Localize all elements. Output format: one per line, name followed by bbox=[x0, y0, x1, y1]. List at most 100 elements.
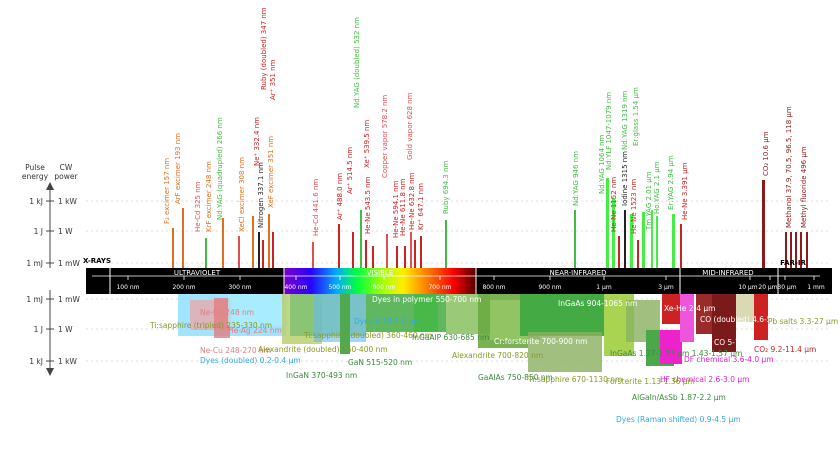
solid-laser-label: GaN 515-520 nm bbox=[348, 358, 412, 367]
svg-text:InGaAlP 630-685 nm: InGaAlP 630-685 nm bbox=[412, 333, 489, 342]
gas-laser-label: Ne⁺ 332.4 nm bbox=[253, 117, 261, 166]
gas-laser-label: Gold vapor 628 nm bbox=[406, 92, 414, 160]
region-near-infrared: NEAR-INFRARED bbox=[550, 269, 607, 277]
solid-laser-label: CO₂ 9.2-11.4 μm bbox=[754, 345, 816, 354]
gas-laser-label: He-Ne 632.8 nm bbox=[408, 172, 416, 230]
gas-laser-label: Nd:YAG 946 nm bbox=[572, 151, 580, 206]
wavelength-tick-label: 400 nm bbox=[284, 284, 307, 291]
svg-text:He-Ag 224 nm: He-Ag 224 nm bbox=[228, 326, 282, 335]
svg-text:Alexandrite 700-820 nm: Alexandrite 700-820 nm bbox=[452, 351, 543, 360]
solid-pulse-level: 1 J bbox=[34, 325, 43, 334]
gas-laser-label: XeF excimer 351 nm bbox=[267, 136, 275, 208]
solid-laser-label: Alexandrite 700-820 nm bbox=[452, 351, 543, 360]
solid-cw-level: 1 W bbox=[58, 325, 73, 334]
solid-laser-label: InGaAs 1.27-1.33 μm 1.43-1.57 μm bbox=[610, 349, 742, 358]
up-arrow-icon bbox=[46, 182, 54, 190]
gas-laser-label: Ar⁺ 514.5 nm bbox=[346, 147, 354, 194]
svg-text:Ne-Cu 248-270 nm: Ne-Cu 248-270 nm bbox=[200, 346, 271, 355]
svg-text:Ti:sapphire (doubled) 360-460: Ti:sapphire (doubled) 360-460 nm bbox=[303, 331, 432, 340]
wavelength-tick-label: 3 μm bbox=[658, 284, 674, 291]
gas-laser-label: Ar⁺ 351 nm bbox=[269, 59, 277, 100]
gas-laser-label: Nd:YAG (quadrupled) 266 nm bbox=[216, 117, 224, 220]
pulse-energy-header-line2: energy bbox=[22, 172, 49, 181]
solid-laser-label: InGaAlP 630-685 nm bbox=[412, 333, 489, 342]
solid-laser-label: Dyes in polymer 550-700 nm bbox=[372, 295, 481, 304]
gas-laser-label: Nd:YAG 1064 nm bbox=[598, 134, 606, 194]
wavelength-tick-label: 500 nm bbox=[328, 284, 351, 291]
gas-laser-label: XeCl excimer 308 nm bbox=[238, 157, 246, 232]
region-visible: VISIBLE bbox=[367, 269, 394, 277]
solid-pulse-level: 1 mJ bbox=[26, 295, 43, 304]
gas-laser-labels: F₂ excimer 157 nm ArF excimer 193 nm KrF… bbox=[163, 7, 808, 238]
gas-pulse-level: 1 mJ bbox=[26, 259, 43, 268]
gas-cw-level: 1 kW bbox=[58, 197, 77, 206]
solid-laser-label: Xe-He 2-4 μm bbox=[664, 304, 715, 313]
svg-text:Dyes in polymer 550-700 nm: Dyes in polymer 550-700 nm bbox=[372, 295, 481, 304]
solid-laser-label: Ti:sapphire 670-1130 nm bbox=[527, 375, 622, 384]
solid-laser-label: Ti:sapphire (doubled) 360-460 nm bbox=[303, 331, 432, 340]
svg-text:Ti:sapphire 670-1130 nm: Ti:sapphire 670-1130 nm bbox=[527, 375, 622, 384]
solid-laser-label: AlGaIn/AsSb 1.87-2.2 μm bbox=[632, 393, 726, 402]
solid-laser-label: Alexandrite (doubled) 360-400 nm bbox=[258, 345, 388, 354]
gas-laser-label: KrF excimer 248 nm bbox=[205, 161, 213, 232]
wavelength-tick-label: 20 μm bbox=[758, 284, 777, 291]
solid-laser-label: Forsterite 1.13-1.36 μm bbox=[606, 377, 695, 386]
svg-text:Cr:forsterite 700-900 nm: Cr:forsterite 700-900 nm bbox=[494, 337, 587, 346]
solid-cw-level: 1 mW bbox=[58, 295, 80, 304]
cw-power-header-line1: CW bbox=[60, 163, 73, 172]
wavelength-tick-label: 100 nm bbox=[116, 284, 139, 291]
wavelength-tick-label: 900 nm bbox=[538, 284, 561, 291]
gas-pulse-level: 1 kJ bbox=[29, 197, 43, 206]
wavelength-tick-label: 1 μm bbox=[596, 284, 612, 291]
solid-laser-label: DF chemical 3.6-4.0 μm bbox=[684, 355, 774, 364]
gas-laser-label: Methyl fluoride 496 μm bbox=[800, 146, 808, 228]
wavelength-tick-label: 200 nm bbox=[172, 284, 195, 291]
gas-laser-label: Iodine 1315 nm bbox=[621, 151, 629, 206]
gas-laser-label: He-Ne 594.1 nm bbox=[392, 180, 400, 238]
gas-laser-label: Er:glass 1.54 μm bbox=[632, 87, 640, 146]
region-far-ir: FAR-IR bbox=[780, 259, 806, 267]
gas-laser-label: Kr⁺ 647.1 nm bbox=[417, 183, 425, 230]
gas-cw-level: 1 W bbox=[58, 227, 73, 236]
spectrum-bar: X-RAYS ULTRAVIOLET VISIBLE NEAR-INFRARED… bbox=[83, 257, 832, 294]
wavelength-tick-label: 1 mm bbox=[807, 284, 825, 291]
svg-text:Xe-He 2-4 μm: Xe-He 2-4 μm bbox=[664, 304, 715, 313]
gas-laser-label: He-Cd 441.6 nm bbox=[312, 179, 320, 236]
solid-laser-label: InGaN 370-493 nm bbox=[286, 371, 357, 380]
solid-pulse-level: 1 kJ bbox=[29, 357, 43, 366]
svg-text:GaAlAs 750-850 nm: GaAlAs 750-850 nm bbox=[478, 373, 553, 382]
power-energy-axis: Pulse energy CW power 1 kJ 1 kW 1 J 1 W … bbox=[22, 163, 80, 376]
solid-laser-labels: Ti:sapphire (tripled) 235-330 nm Ne-Cu 2… bbox=[149, 295, 838, 424]
svg-text:InGaAs 1.27-1.33 μm 1.43-1.57: InGaAs 1.27-1.33 μm 1.43-1.57 μm bbox=[610, 349, 742, 358]
svg-text:GaN 515-520 nm: GaN 515-520 nm bbox=[348, 358, 412, 367]
gas-laser-label: Tm:YAG 2.01 μm bbox=[645, 171, 653, 231]
wavelength-tick-label: 600 nm bbox=[372, 284, 395, 291]
svg-text:Ne-Cu 248 nm: Ne-Cu 248 nm bbox=[200, 308, 254, 317]
gas-laser-label: Ruby (doubled) 347 nm bbox=[260, 7, 268, 90]
wavelength-tick-label: 800 nm bbox=[482, 284, 505, 291]
svg-text:Dyes (Raman shifted) 0.9-4.5 μ: Dyes (Raman shifted) 0.9-4.5 μm bbox=[616, 415, 741, 424]
gas-laser-label: He-Ne 1523 nm bbox=[630, 179, 638, 234]
gas-laser-label: Nd:YLF 1047-1079 nm bbox=[605, 92, 613, 170]
svg-text:Pb salts 3.3-27 μm: Pb salts 3.3-27 μm bbox=[768, 317, 838, 326]
gas-cw-level: 1 mW bbox=[58, 259, 80, 268]
gas-laser-label: Nd:YAG (doubled) 532 nm bbox=[353, 17, 361, 108]
svg-text:Ti:sapphire (tripled) 235-330: Ti:sapphire (tripled) 235-330 nm bbox=[149, 321, 272, 330]
gas-laser-label: He-Ne 543.5 nm bbox=[364, 176, 372, 234]
solid-laser-label: Ne-Cu 248-270 nm bbox=[200, 346, 271, 355]
gas-laser-label: Nitrogen 337.1 nm bbox=[257, 162, 265, 228]
svg-text:CO (doubled) 4.6-5.8 μm: CO (doubled) 4.6-5.8 μm bbox=[700, 315, 793, 324]
solid-laser-bands bbox=[178, 294, 768, 372]
region-ultraviolet: ULTRAVIOLET bbox=[174, 269, 221, 277]
region-mid-infrared: MID-INFRARED bbox=[702, 269, 753, 277]
gas-laser-lines bbox=[172, 178, 808, 268]
svg-text:DF chemical 3.6-4.0 μm: DF chemical 3.6-4.0 μm bbox=[684, 355, 774, 364]
gas-laser-label: Xe⁺ 539.5 nm bbox=[363, 120, 371, 168]
gas-laser-label: Er:YAG 2.94 μm bbox=[667, 155, 675, 210]
gas-laser-label: ArF excimer 193 nm bbox=[174, 133, 182, 204]
solid-laser-label: Ne-Cu 248 nm bbox=[200, 308, 254, 317]
solid-laser-label: CO (doubled) 4.6-5.8 μm bbox=[700, 315, 793, 324]
down-arrow-icon bbox=[46, 368, 54, 376]
solid-laser-label: HF chemical 2.6-3.0 μm bbox=[660, 375, 749, 384]
